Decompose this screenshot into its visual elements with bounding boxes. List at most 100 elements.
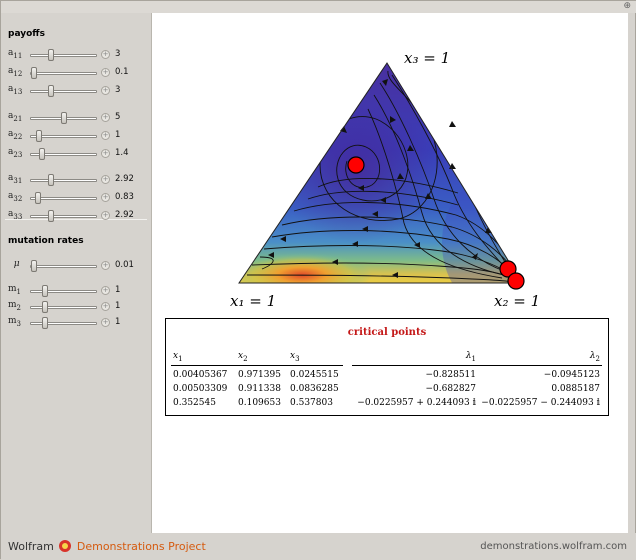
simplex-plot: x₃ = 1 x₁ = 1 x₂ = 1 <box>230 49 540 310</box>
slider-a11-label: a11 <box>8 48 23 60</box>
slider-a13-label: a13 <box>8 84 23 96</box>
stream-arrows <box>268 79 492 278</box>
slider-a33-slider-thumb[interactable] <box>47 210 54 222</box>
table-cell: −0.0945123 <box>543 370 600 380</box>
slider-a21-value: 5 <box>115 112 121 122</box>
slider-a13-value: 3 <box>115 85 121 95</box>
brand-demonstrations: Demonstrations Project <box>76 540 206 553</box>
vertex-label-x3: x₃ = 1 <box>404 49 450 67</box>
critical-point-interior[interactable] <box>347 156 365 174</box>
slider-a32-expand-icon[interactable]: + <box>101 193 110 202</box>
slider-m1-slider-track[interactable] <box>30 290 97 293</box>
wolfram-brand[interactable]: Wolfram Demonstrations Project <box>8 540 206 553</box>
table-cell: 0.352545 <box>173 398 216 408</box>
section-divider <box>5 219 147 220</box>
table-cell: 0.0885187 <box>551 384 600 394</box>
slider-m3-slider-track[interactable] <box>30 322 97 325</box>
slider-a21-slider-thumb[interactable] <box>60 112 67 124</box>
table-cell: −0.0225957 + 0.244093 𝕚 <box>357 398 476 408</box>
slider-a23-slider-track[interactable] <box>30 153 97 156</box>
slider-a22-slider-thumb[interactable] <box>36 130 43 142</box>
footer: Wolfram Demonstrations Project demonstra… <box>1 533 636 560</box>
slider-a12-value: 0.1 <box>115 67 129 77</box>
control-panel: payoffs mutation rates a11 +3 a12 +0.1 a13 +3… <box>1 13 151 533</box>
slider-a32-slider-thumb[interactable] <box>34 192 41 204</box>
slider-a11-slider-thumb[interactable] <box>48 49 55 61</box>
slider-m1-value: 1 <box>115 285 121 295</box>
vertex-label-x1: x₁ = 1 <box>230 292 276 310</box>
slider-a22-value: 1 <box>115 130 121 140</box>
slider-mu-expand-icon[interactable]: + <box>101 261 110 270</box>
slider-a11-expand-icon[interactable]: + <box>101 50 110 59</box>
slider-mu-slider-track[interactable] <box>30 265 97 268</box>
slider-m1-slider-thumb[interactable] <box>42 285 49 297</box>
slider-m3-slider-thumb[interactable] <box>42 317 49 329</box>
slider-a31-slider-track[interactable] <box>30 179 97 182</box>
slider-a31-slider-thumb[interactable] <box>47 174 54 186</box>
slider-m2-label: m2 <box>8 300 22 312</box>
slider-a12-slider-thumb[interactable] <box>31 67 38 79</box>
simplex-outline <box>238 62 523 284</box>
slider-a22-slider-track[interactable] <box>30 135 97 138</box>
header-rule-right <box>352 365 602 366</box>
slider-m2-slider-track[interactable] <box>30 306 97 309</box>
slider-a12: a12 +0.1 <box>1 66 151 80</box>
slider-a12-expand-icon[interactable]: + <box>101 68 110 77</box>
table-cell: 0.911338 <box>238 384 281 394</box>
options-icon[interactable]: ⊕ <box>623 1 631 11</box>
slider-m3-expand-icon[interactable]: + <box>101 318 110 327</box>
payoffs-title: payoffs <box>8 29 45 39</box>
slider-m3-value: 1 <box>115 317 121 327</box>
slider-a31-value: 2.92 <box>115 174 134 184</box>
critical-points-table: critical points x1 x2 x3 λ1 λ2 0.0040536… <box>165 318 609 416</box>
slider-mu: μ +0.01 <box>1 259 151 273</box>
slider-a33-expand-icon[interactable]: + <box>101 211 110 220</box>
vertex-label-x2: x₂ = 1 <box>494 292 540 310</box>
slider-a13-slider-thumb[interactable] <box>48 85 55 97</box>
density-field <box>239 63 522 283</box>
slider-m2-slider-thumb[interactable] <box>42 301 49 313</box>
slider-a12-label: a12 <box>8 66 23 78</box>
slider-a11-value: 3 <box>115 49 121 59</box>
header-x3: x3 <box>290 351 300 363</box>
header-x2: x2 <box>238 351 248 363</box>
slider-a21-expand-icon[interactable]: + <box>101 113 110 122</box>
slider-a11: a11 +3 <box>1 48 151 62</box>
slider-a23: a23 +1.4 <box>1 147 151 161</box>
slider-m2: m2 +1 <box>1 300 151 314</box>
slider-a13-slider-track[interactable] <box>30 90 97 93</box>
slider-a22-expand-icon[interactable]: + <box>101 131 110 140</box>
slider-m2-expand-icon[interactable]: + <box>101 302 110 311</box>
mutation-rates-title: mutation rates <box>8 236 84 246</box>
slider-a11-slider-track[interactable] <box>30 54 97 57</box>
slider-a32-slider-track[interactable] <box>30 197 97 200</box>
critical-points <box>347 156 525 290</box>
slider-a22: a22 +1 <box>1 129 151 143</box>
site-link[interactable]: demonstrations.wolfram.com <box>480 541 627 552</box>
slider-a23-slider-thumb[interactable] <box>38 148 45 160</box>
table-title: critical points <box>347 327 427 338</box>
table-cell: 0.971395 <box>238 370 281 380</box>
spikey-icon <box>59 540 72 552</box>
header-lambda1: λ1 <box>465 351 476 363</box>
slider-a21-label: a21 <box>8 111 23 123</box>
critical-point-2[interactable] <box>499 260 517 278</box>
slider-a32-value: 0.83 <box>115 192 134 202</box>
slider-mu-slider-thumb[interactable] <box>31 260 38 272</box>
critical-point-1[interactable] <box>507 272 525 290</box>
slider-a23-expand-icon[interactable]: + <box>101 149 110 158</box>
slider-a31-label: a31 <box>8 173 23 185</box>
slider-a31-expand-icon[interactable]: + <box>101 175 110 184</box>
slider-mu-label: μ <box>13 259 20 269</box>
table-cell: −0.0225957 − 0.244093 𝕚 <box>481 398 600 408</box>
slider-m1-expand-icon[interactable]: + <box>101 286 110 295</box>
top-bar: ⊕ <box>1 1 636 13</box>
table-cell: 0.0245515 <box>290 370 339 380</box>
slider-m1: m1 +1 <box>1 284 151 298</box>
table-cell: −0.828511 <box>425 370 476 380</box>
slider-a33-slider-track[interactable] <box>30 215 97 218</box>
slider-m1-label: m1 <box>8 284 22 296</box>
slider-a31: a31 +2.92 <box>1 173 151 187</box>
slider-a12-slider-track[interactable] <box>30 72 97 75</box>
slider-a13-expand-icon[interactable]: + <box>101 86 110 95</box>
